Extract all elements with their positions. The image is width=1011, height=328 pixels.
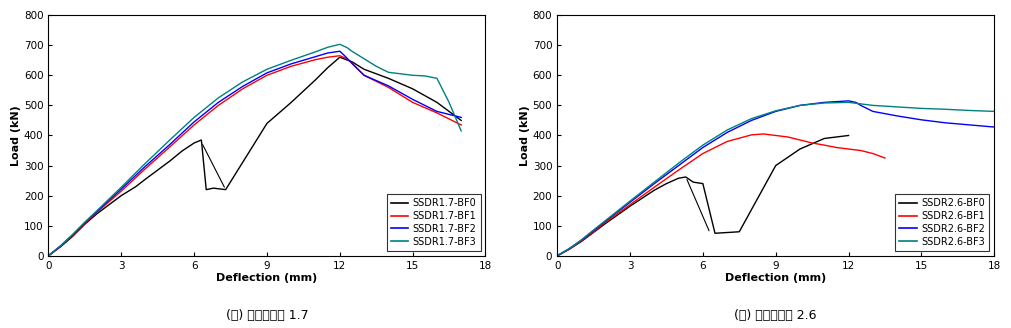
Y-axis label: Load (kN): Load (kN) (520, 105, 530, 166)
Legend: SSDR2.6-BF0, SSDR2.6-BF1, SSDR2.6-BF2, SSDR2.6-BF3: SSDR2.6-BF0, SSDR2.6-BF1, SSDR2.6-BF2, S… (895, 195, 989, 251)
Text: (가) 전단경간비 1.7: (가) 전단경간비 1.7 (225, 309, 308, 322)
Legend: SSDR1.7-BF0, SSDR1.7-BF1, SSDR1.7-BF2, SSDR1.7-BF3: SSDR1.7-BF0, SSDR1.7-BF1, SSDR1.7-BF2, S… (386, 195, 480, 251)
X-axis label: Deflection (mm): Deflection (mm) (216, 274, 317, 283)
Text: (나) 전단경간비 2.6: (나) 전단경간비 2.6 (734, 309, 816, 322)
Y-axis label: Load (kN): Load (kN) (11, 105, 21, 166)
X-axis label: Deflection (mm): Deflection (mm) (724, 274, 826, 283)
